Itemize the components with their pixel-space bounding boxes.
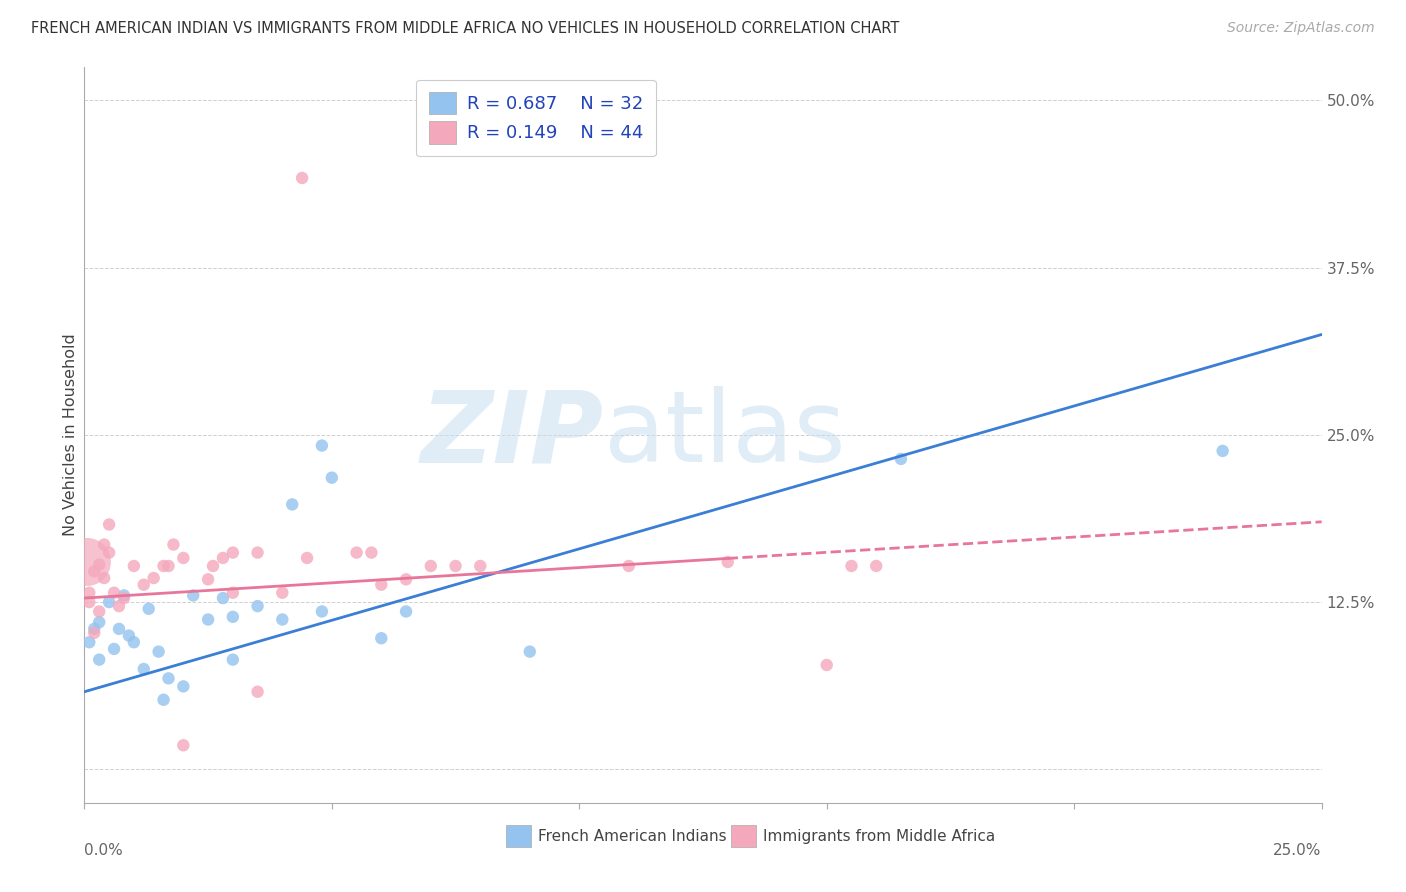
Point (222, 585, 245, 599)
Point (222, 653, 245, 667)
Point (470, 558, 492, 574)
Point (617, 558, 640, 574)
Point (98, 595, 121, 609)
Point (89, 558, 111, 572)
Point (321, 471, 343, 485)
Point (295, 551, 318, 566)
Point (311, 438, 333, 452)
Text: FRENCH AMERICAN INDIAN VS IMMIGRANTS FROM MIDDLE AFRICA NO VEHICLES IN HOUSEHOLD: FRENCH AMERICAN INDIAN VS IMMIGRANTS FRO… (31, 21, 900, 37)
Point (162, 537, 184, 551)
Point (246, 545, 269, 560)
Point (360, 545, 382, 560)
Point (108, 622, 131, 636)
Point (98, 517, 121, 532)
Point (157, 558, 180, 574)
Point (148, 644, 170, 658)
Point (865, 558, 887, 574)
Point (157, 671, 180, 685)
Point (346, 545, 368, 560)
Point (519, 644, 541, 658)
Point (132, 662, 155, 676)
Point (444, 558, 467, 574)
Point (122, 635, 145, 649)
Text: French American Indians: French American Indians (538, 830, 727, 844)
Text: Source: ZipAtlas.com: Source: ZipAtlas.com (1227, 21, 1375, 36)
Point (395, 605, 418, 619)
Point (93, 571, 115, 585)
Point (98, 545, 121, 560)
Point (103, 642, 125, 657)
Point (76, 555, 98, 569)
Point (79, 635, 101, 649)
Point (138, 601, 160, 615)
Point (212, 551, 235, 566)
Point (172, 551, 194, 566)
Point (132, 578, 155, 592)
Point (841, 558, 863, 574)
Point (152, 692, 174, 706)
Y-axis label: No Vehicles in Household: No Vehicles in Household (63, 334, 77, 536)
Point (79, 595, 101, 609)
Point (142, 571, 165, 585)
Point (89, 653, 111, 667)
Point (197, 613, 219, 627)
Point (83, 626, 105, 640)
Text: 0.0%: 0.0% (84, 843, 124, 858)
Point (717, 555, 740, 569)
Point (222, 545, 245, 560)
Text: 25.0%: 25.0% (1274, 843, 1322, 858)
Point (370, 632, 392, 646)
Point (246, 599, 269, 614)
Point (197, 573, 219, 587)
Point (152, 558, 174, 574)
Point (172, 680, 194, 694)
Point (311, 605, 333, 619)
Text: ZIP: ZIP (420, 386, 605, 483)
Point (271, 585, 294, 599)
Point (222, 610, 245, 624)
Text: atlas: atlas (605, 386, 845, 483)
Point (890, 451, 912, 466)
Point (103, 585, 125, 599)
Point (172, 739, 194, 753)
Point (370, 578, 392, 592)
Point (271, 613, 294, 627)
Point (291, 171, 314, 186)
Point (1212, 444, 1234, 458)
Point (419, 558, 441, 574)
Point (83, 622, 105, 636)
Point (815, 658, 838, 673)
Point (112, 589, 135, 603)
Point (118, 628, 141, 642)
Legend: R = 0.687    N = 32, R = 0.149    N = 44: R = 0.687 N = 32, R = 0.149 N = 44 (416, 79, 655, 156)
Point (83, 565, 105, 579)
Point (181, 589, 204, 603)
Point (108, 599, 131, 614)
Point (122, 558, 145, 574)
Text: Immigrants from Middle Africa: Immigrants from Middle Africa (763, 830, 995, 844)
Point (281, 498, 304, 512)
Point (89, 605, 111, 619)
Point (202, 558, 225, 574)
Point (112, 591, 135, 606)
Point (89, 615, 111, 630)
Point (93, 537, 115, 551)
Point (395, 573, 418, 587)
Point (246, 685, 269, 699)
Point (212, 591, 235, 606)
Point (79, 585, 101, 599)
